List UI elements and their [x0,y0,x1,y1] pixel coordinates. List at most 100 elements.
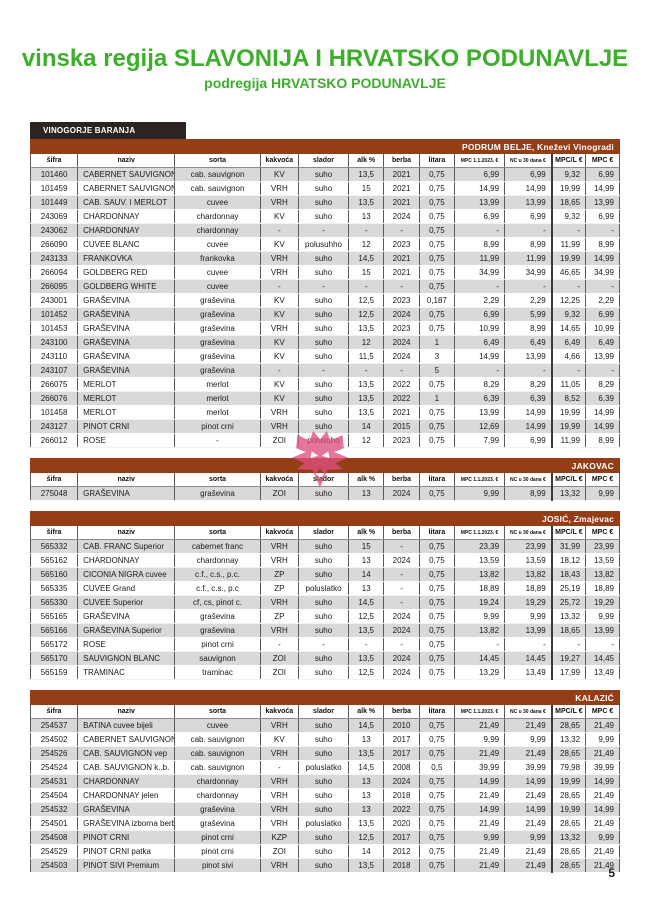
cell: 14,99 [585,774,620,789]
cell: 13 [348,209,385,224]
cell: 0,75 [418,595,456,610]
cell: 19,27 [550,651,587,666]
cell: - [259,363,299,378]
cell: 21,49 [454,746,506,761]
column-header: MPC 1.1.2023. € [454,526,506,540]
cell: 2021 [383,405,420,420]
cell: - [259,760,299,775]
cell: GRAŠEVINA Superior [77,623,176,638]
cell: 565159 [29,665,79,680]
cell: cuvee [174,279,261,294]
price-table: šifra naziv sorta kakvoća slador alk % berba li… [29,705,620,873]
cell: KV [259,349,299,364]
content-region: VINOGORJE BARANJA PODRUM BELJE, Kneževi … [29,122,620,883]
cell: PINOT CRNI [77,830,176,845]
column-header: naziv [77,473,176,487]
column-header: MPC/L € [550,154,587,168]
table-row: 266095 GOLDBERG WHITE cuvee - - - -0,75- - - - [29,279,620,294]
cell: CABERNET SAUVIGNON [77,732,176,747]
cell: 9,99 [454,732,506,747]
cell: 23,39 [454,539,506,554]
table-row: 254531 CHARDONNAY chardonnay VRH suho 13 2024 0… [29,774,620,789]
price-table: šifra naziv sorta kakvoća slador alk % berba li… [29,526,620,680]
cell: KV [259,335,299,350]
cell: - [348,223,385,238]
cell: PINOT CRNI [77,419,176,434]
cell: 34,99 [454,265,506,280]
cell: GRAŠEVINA [77,802,176,817]
table-row: 275048 GRAŠEVINA graševina ZOI suho 13 2024 0,7… [29,486,620,501]
vinogorje-header: VINOGORJE BARANJA [30,122,186,139]
cell: KV [259,732,299,747]
page-number: 5 [608,866,615,880]
cell: 0,75 [418,223,456,238]
cell: 14,5 [348,251,385,266]
cell: 21,49 [454,788,506,803]
cell: 0,187 [418,293,456,308]
producer-header: JOSIĆ, Zmajevac [30,511,620,526]
cell: 25,72 [550,595,587,610]
column-header: šifra [29,154,79,168]
cell: 565172 [29,637,79,652]
cell: cab. sauvignon [174,732,261,747]
cell: 0,75 [418,209,456,224]
cell: 243107 [29,363,79,378]
cell: 2023 [383,433,420,448]
table-row: 101459 CABERNET SAUVIGNON cab. sauvignon VR… [29,181,620,196]
cell: 13,49 [585,665,620,680]
cell: suho [297,349,350,364]
cell: 13,5 [348,195,385,210]
cell: 2022 [383,377,420,392]
cell: 6,39 [454,391,506,406]
cell: 243127 [29,419,79,434]
cell: merlot [174,405,261,420]
cell: 21,49 [585,816,620,831]
cell: - [585,637,620,652]
table-row: 254502 CABERNET SAUVIGNON cab. sauvignon KV… [29,732,620,747]
cell: 565332 [29,539,79,554]
cell: 12 [348,335,385,350]
cell: 243110 [29,349,79,364]
producer-header: JAKOVAC [30,458,620,473]
cell: 14,99 [504,181,553,196]
cell: VRH [259,788,299,803]
cell: 254508 [29,830,79,845]
cell: 2023 [383,237,420,252]
table-row: 254524 CAB. SAUVIGNON k..b. cab. sauvignon… [29,760,620,775]
cell: 2020 [383,816,420,831]
column-header: berba [383,154,420,168]
cell: graševina [174,321,261,336]
cell: suho [297,167,350,182]
cell: 28,65 [550,816,587,831]
table-row: 101453 GRAŠEVINA graševina VRH suho 13,5 2023 0… [29,321,620,336]
cell: - [504,223,553,238]
table-row: 101458 MERLOT merlot VRH suho 13,5 2021 0,75 13,… [29,405,620,420]
table-row: 565170 SAUVIGNON BLANC sauvignon ZOI suho 13,… [29,651,620,666]
cell: KV [259,307,299,322]
cell: 28,65 [550,788,587,803]
cell: graševina [174,293,261,308]
cell: 0,75 [418,802,456,817]
cell: ZOI [259,844,299,859]
cell: 266075 [29,377,79,392]
cell: - [383,567,420,582]
cell: cuvee [174,718,261,733]
cell: MERLOT [77,405,176,420]
cell: CAB. SAUVIGNON vep [77,746,176,761]
cell: 254532 [29,802,79,817]
cell: 2008 [383,760,420,775]
cell: 0,75 [418,167,456,182]
table-row: 254503 PINOT SIVI Premium pinot sivi VRH suh… [29,858,620,873]
cell: 15 [348,265,385,280]
cell: suho [297,858,350,873]
cell: 13 [348,774,385,789]
column-header: MPC € [585,526,620,540]
cell: - [383,581,420,596]
cell: 1 [418,391,456,406]
cell: - [383,637,420,652]
cell: frankovka [174,251,261,266]
cell: 7,99 [454,433,506,448]
cell: - [585,223,620,238]
cell: 13,5 [348,746,385,761]
cell: 12,5 [348,293,385,308]
